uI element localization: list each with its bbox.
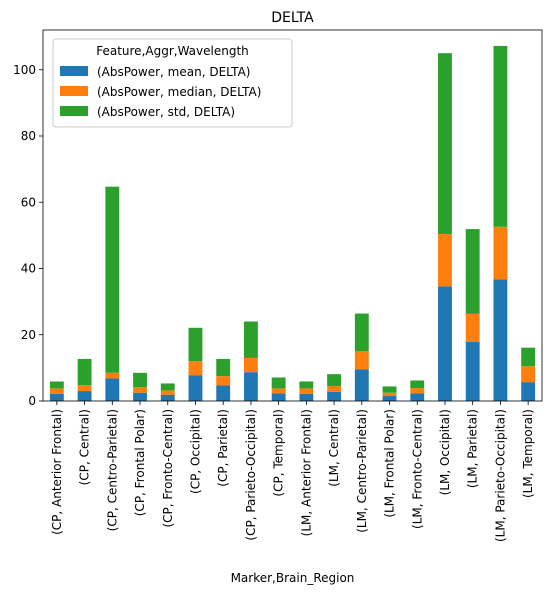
y-axis: 0 20 40 60 80 100 bbox=[13, 63, 43, 408]
bar-segment bbox=[410, 393, 424, 401]
bar-segment bbox=[161, 383, 175, 390]
bar-segment bbox=[383, 386, 397, 392]
bar-segment bbox=[355, 314, 369, 352]
bar-segment bbox=[438, 286, 452, 401]
bar-segment bbox=[383, 393, 397, 396]
bar-segment bbox=[493, 227, 507, 280]
y-tick-label: 40 bbox=[21, 262, 36, 276]
bar-segment bbox=[78, 391, 92, 401]
bar-segment bbox=[133, 387, 147, 393]
bar-segment bbox=[327, 374, 341, 386]
bar-segment bbox=[133, 373, 147, 387]
bar-segment bbox=[355, 351, 369, 369]
legend: Feature,Aggr,Wavelength (AbsPower, mean,… bbox=[53, 39, 292, 127]
bar-segment bbox=[299, 381, 313, 388]
bar-segment bbox=[216, 376, 230, 385]
bar-segment bbox=[161, 390, 175, 394]
legend-swatch bbox=[60, 106, 88, 116]
bar-segment bbox=[272, 388, 286, 393]
bar-segment bbox=[410, 380, 424, 388]
bar-segment bbox=[105, 373, 119, 379]
legend-label: (AbsPower, std, DELTA) bbox=[97, 105, 235, 119]
x-tick-label: (CP, Parietal) bbox=[216, 409, 230, 487]
bar-segment bbox=[466, 342, 480, 401]
bar-segment bbox=[50, 381, 64, 388]
bar-segment bbox=[327, 392, 341, 401]
x-tick-label: (LM, Occipital) bbox=[438, 409, 452, 495]
x-tick-label: (LM, Frontal Polar) bbox=[383, 409, 397, 518]
bar-segment bbox=[521, 366, 535, 382]
bar-segment bbox=[189, 375, 203, 401]
bar-segment bbox=[521, 348, 535, 367]
bar-segment bbox=[244, 358, 258, 372]
x-axis: (CP, Anterior Frontal) (CP, Central) (CP, … bbox=[50, 401, 535, 542]
bar-segment bbox=[438, 53, 452, 234]
legend-label: (AbsPower, mean, DELTA) bbox=[97, 65, 250, 79]
bar-segment bbox=[216, 359, 230, 376]
bar-segment bbox=[105, 187, 119, 373]
bar-segment bbox=[216, 385, 230, 401]
bar-segment bbox=[493, 46, 507, 227]
x-tick-label: (LM, Central) bbox=[327, 409, 341, 487]
x-tick-label: (CP, Temporal) bbox=[272, 409, 286, 497]
bar-segment bbox=[272, 377, 286, 388]
x-tick-label: (CP, Fronto-Central) bbox=[161, 409, 175, 528]
bar-segment bbox=[299, 394, 313, 401]
y-tick-label: 60 bbox=[21, 195, 36, 209]
bar-segment bbox=[189, 328, 203, 361]
x-tick-label: (LM, Anterior Frontal) bbox=[299, 409, 313, 536]
x-tick-label: (LM, Parieto-Occipital) bbox=[493, 409, 507, 542]
bar-segment bbox=[189, 361, 203, 375]
bar-segment bbox=[161, 395, 175, 401]
x-tick-label: (CP, Anterior Frontal) bbox=[50, 409, 64, 535]
x-tick-label: (LM, Fronto-Central) bbox=[410, 409, 424, 529]
bar-segment bbox=[355, 369, 369, 401]
x-axis-label: Marker,Brain_Region bbox=[231, 571, 355, 585]
bar-segment bbox=[438, 234, 452, 286]
x-tick-label: (LM, Temporal) bbox=[521, 409, 535, 498]
legend-swatch bbox=[60, 66, 88, 76]
bar-segment bbox=[466, 314, 480, 342]
chart-title: DELTA bbox=[271, 10, 314, 26]
legend-swatch bbox=[60, 86, 88, 96]
bar-segment bbox=[299, 388, 313, 393]
x-tick-label: (CP, Parieto-Occipital) bbox=[244, 409, 258, 541]
y-tick-label: 100 bbox=[13, 63, 36, 77]
x-tick-label: (CP, Occipital) bbox=[188, 409, 202, 494]
x-tick-label: (CP, Centro-Parietal) bbox=[105, 409, 119, 531]
bar-segment bbox=[50, 394, 64, 401]
y-tick-label: 20 bbox=[21, 328, 36, 342]
bar-segment bbox=[327, 386, 341, 392]
bar-segment bbox=[50, 388, 64, 393]
bar-segment bbox=[521, 382, 535, 401]
y-tick-label: 0 bbox=[28, 394, 36, 408]
bar-segment bbox=[383, 396, 397, 401]
legend-label: (AbsPower, median, DELTA) bbox=[97, 85, 261, 99]
y-tick-label: 80 bbox=[21, 129, 36, 143]
x-tick-label: (LM, Parietal) bbox=[466, 409, 480, 488]
x-tick-label: (CP, Central) bbox=[78, 409, 92, 485]
legend-title: Feature,Aggr,Wavelength bbox=[96, 44, 249, 58]
bar-segment bbox=[78, 385, 92, 391]
bar-segment bbox=[410, 388, 424, 393]
bar-segment bbox=[133, 393, 147, 401]
x-tick-label: (LM, Centro-Parietal) bbox=[355, 409, 369, 533]
bar-segment bbox=[466, 229, 480, 314]
bar-segment bbox=[272, 393, 286, 401]
bar-segment bbox=[105, 378, 119, 401]
bar-segment bbox=[493, 279, 507, 401]
x-tick-label: (CP, Frontal Polar) bbox=[133, 409, 147, 516]
bar-segment bbox=[244, 322, 258, 358]
bar-segment bbox=[78, 359, 92, 385]
bar-segment bbox=[244, 372, 258, 401]
